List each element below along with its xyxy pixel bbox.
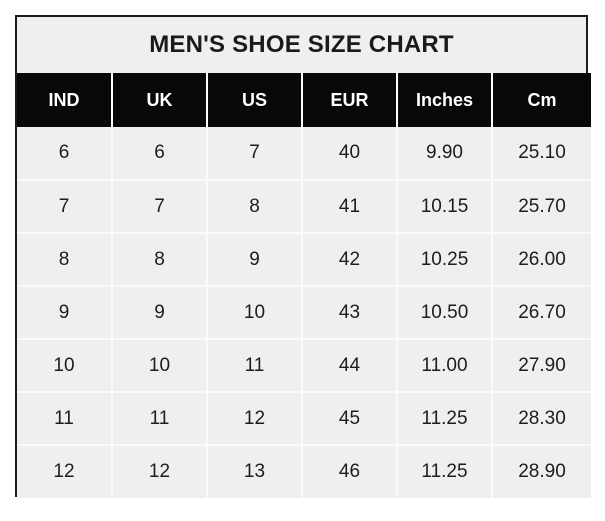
cell-us: 8 — [207, 180, 303, 234]
cell-eur: 40 — [302, 127, 398, 181]
table-header-row: IND UK US EUR Inches Cm — [17, 73, 591, 127]
cell-ind: 12 — [17, 445, 113, 498]
cell-eur: 44 — [302, 339, 398, 393]
cell-ind: 11 — [17, 392, 113, 446]
table-row: 11 11 12 45 11.25 28.30 — [17, 392, 591, 446]
cell-us: 11 — [207, 339, 303, 393]
cell-eur: 45 — [302, 392, 398, 446]
table-header: IND UK US EUR Inches Cm — [17, 73, 591, 127]
cell-inches: 11.00 — [397, 339, 493, 393]
page-title: MEN'S SHOE SIZE CHART — [17, 17, 586, 73]
cell-cm: 28.90 — [492, 445, 591, 498]
column-header-eur: EUR — [302, 73, 398, 127]
cell-uk: 8 — [112, 233, 208, 287]
cell-inches: 10.50 — [397, 286, 493, 340]
cell-ind: 6 — [17, 127, 113, 181]
table-row: 10 10 11 44 11.00 27.90 — [17, 339, 591, 393]
cell-uk: 11 — [112, 392, 208, 446]
cell-uk: 7 — [112, 180, 208, 234]
cell-eur: 41 — [302, 180, 398, 234]
column-header-inches: Inches — [397, 73, 493, 127]
cell-eur: 46 — [302, 445, 398, 498]
shoe-size-table: IND UK US EUR Inches Cm 6 6 7 40 9.90 25… — [17, 73, 591, 498]
cell-ind: 9 — [17, 286, 113, 340]
cell-us: 9 — [207, 233, 303, 287]
column-header-us: US — [207, 73, 303, 127]
cell-ind: 7 — [17, 180, 113, 234]
table-row: 12 12 13 46 11.25 28.90 — [17, 445, 591, 498]
cell-us: 13 — [207, 445, 303, 498]
cell-uk: 10 — [112, 339, 208, 393]
cell-ind: 8 — [17, 233, 113, 287]
table-row: 8 8 9 42 10.25 26.00 — [17, 233, 591, 287]
cell-uk: 9 — [112, 286, 208, 340]
cell-inches: 11.25 — [397, 392, 493, 446]
size-chart-container: MEN'S SHOE SIZE CHART IND UK US EUR Inch… — [15, 15, 591, 498]
table-row: 6 6 7 40 9.90 25.10 — [17, 127, 591, 181]
cell-inches: 9.90 — [397, 127, 493, 181]
cell-cm: 28.30 — [492, 392, 591, 446]
cell-eur: 43 — [302, 286, 398, 340]
column-header-ind: IND — [17, 73, 113, 127]
cell-ind: 10 — [17, 339, 113, 393]
table-row: 9 9 10 43 10.50 26.70 — [17, 286, 591, 340]
cell-eur: 42 — [302, 233, 398, 287]
cell-inches: 10.15 — [397, 180, 493, 234]
cell-cm: 26.00 — [492, 233, 591, 287]
cell-us: 12 — [207, 392, 303, 446]
cell-inches: 11.25 — [397, 445, 493, 498]
table-body: 6 6 7 40 9.90 25.10 7 7 8 41 10.15 25.70… — [17, 127, 591, 498]
cell-cm: 26.70 — [492, 286, 591, 340]
column-header-uk: UK — [112, 73, 208, 127]
cell-inches: 10.25 — [397, 233, 493, 287]
table-row: 7 7 8 41 10.15 25.70 — [17, 180, 591, 234]
column-header-cm: Cm — [492, 73, 591, 127]
cell-us: 7 — [207, 127, 303, 181]
cell-cm: 25.10 — [492, 127, 591, 181]
cell-us: 10 — [207, 286, 303, 340]
cell-uk: 6 — [112, 127, 208, 181]
cell-uk: 12 — [112, 445, 208, 498]
cell-cm: 25.70 — [492, 180, 591, 234]
cell-cm: 27.90 — [492, 339, 591, 393]
